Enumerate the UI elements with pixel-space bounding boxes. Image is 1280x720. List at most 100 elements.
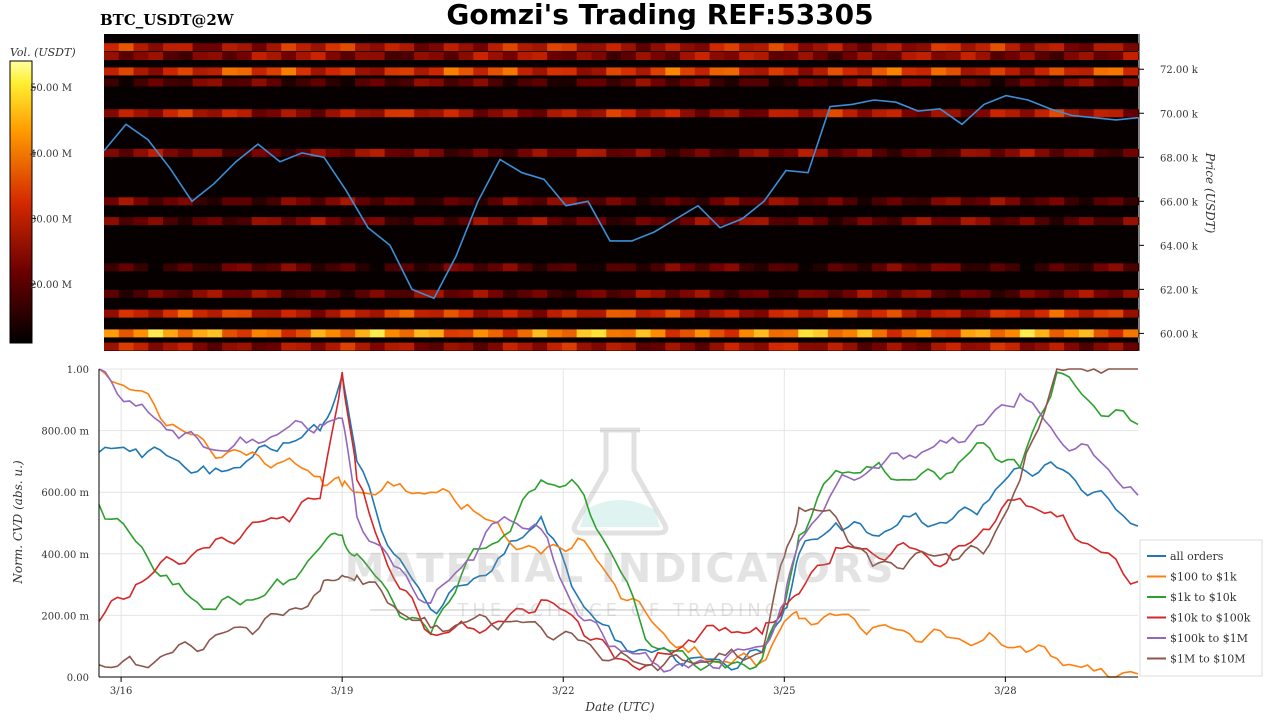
heatmap-cell — [222, 309, 238, 318]
heatmap-cell — [517, 342, 533, 351]
heatmap-cell — [1049, 52, 1065, 61]
heatmap-cell — [207, 329, 223, 338]
heatmap-cell — [222, 52, 238, 61]
heatmap-cell — [251, 342, 267, 351]
heatmap-cell — [428, 52, 445, 61]
heatmap-cell — [842, 217, 858, 226]
heatmap-cell — [945, 52, 962, 61]
heatmap-cell — [1049, 67, 1065, 76]
heatmap-cell — [502, 43, 519, 52]
heatmap-cell — [517, 309, 533, 318]
heatmap-cell — [591, 67, 607, 76]
heatmap-cell — [488, 109, 504, 118]
heatmap-cell — [606, 217, 622, 226]
heatmap-cell — [665, 148, 681, 157]
heatmap-cell — [960, 342, 977, 351]
heatmap-cell — [473, 78, 489, 87]
heatmap-cell — [281, 329, 297, 338]
heatmap-cell — [561, 289, 578, 298]
heatmap-cell — [340, 329, 356, 338]
heatmap-cell — [857, 263, 873, 272]
heatmap-cell — [724, 67, 740, 76]
heatmap-cell — [975, 67, 991, 76]
heatmap-cell — [281, 67, 297, 76]
heatmap-cell — [192, 263, 208, 272]
heatmap-cell — [650, 52, 666, 61]
heatmap-cell — [325, 342, 341, 351]
heatmap-cell — [1005, 148, 1021, 157]
heatmap-cell — [960, 197, 977, 206]
series-line — [98, 374, 1139, 671]
heatmap-cell — [1019, 109, 1036, 118]
heatmap-cell — [945, 148, 962, 157]
heatmap-cell — [1108, 289, 1124, 298]
heatmap-cell — [236, 52, 253, 61]
heatmap-cell — [650, 342, 666, 351]
heatmap-cell — [369, 67, 386, 76]
heatmap-cell — [901, 67, 917, 76]
heatmap-cell — [1108, 329, 1124, 338]
heatmap-cell — [650, 43, 666, 52]
heatmap-cell — [355, 289, 371, 298]
heatmap-cell — [827, 329, 844, 338]
heatmap-cell — [768, 342, 784, 351]
heatmap-cell — [1078, 148, 1095, 157]
heatmap-cell — [768, 309, 784, 318]
heatmap-cell — [1108, 263, 1124, 272]
heatmap-cell — [502, 329, 519, 338]
heatmap-cell — [960, 309, 977, 318]
heatmap-cell — [901, 329, 917, 338]
heatmap-cell — [384, 148, 400, 157]
heatmap-cell — [813, 197, 829, 206]
heatmap-cell — [222, 342, 238, 351]
heatmap-cell — [369, 329, 386, 338]
heatmap-cell — [1093, 109, 1109, 118]
heatmap-cell — [428, 43, 445, 52]
heatmap-cell — [635, 148, 652, 157]
heatmap-cell — [1093, 217, 1109, 226]
heatmap-cell — [251, 109, 267, 118]
heatmap-cell — [325, 43, 341, 52]
heatmap-cell — [753, 217, 770, 226]
heatmap-cell — [1049, 43, 1065, 52]
heatmap-cell — [133, 148, 149, 157]
heatmap-cell — [561, 43, 578, 52]
heatmap-cell — [163, 217, 179, 226]
heatmap-cell — [384, 78, 400, 87]
heatmap-cell — [177, 78, 194, 87]
heatmap-cell — [532, 329, 548, 338]
heatmap-cell — [148, 309, 164, 318]
heatmap-cell — [1078, 78, 1095, 87]
heatmap-cell — [399, 43, 415, 52]
heatmap-cell — [118, 67, 135, 76]
heatmap-cell — [872, 263, 888, 272]
heatmap-cell — [340, 309, 356, 318]
heatmap-cell — [960, 217, 977, 226]
heatmap-cell — [739, 67, 755, 76]
heatmap-cell — [635, 43, 652, 52]
heatmap-cell — [1005, 197, 1021, 206]
heatmap-cell — [621, 263, 637, 272]
heatmap-cell — [547, 43, 563, 52]
heatmap-cell — [1123, 148, 1139, 157]
heatmap-cell — [192, 309, 208, 318]
heatmap-cell — [502, 263, 519, 272]
heatmap-cell — [177, 148, 194, 157]
heatmap-cell — [901, 309, 917, 318]
heatmap-cell — [133, 197, 149, 206]
heatmap-cell — [458, 109, 474, 118]
heatmap-cell — [266, 197, 282, 206]
heatmap-cell — [133, 263, 149, 272]
heatmap-cell — [886, 109, 903, 118]
heatmap-cell — [310, 289, 327, 298]
heatmap-cell — [118, 109, 135, 118]
heatmap-cell — [606, 309, 622, 318]
heatmap-cell — [753, 78, 770, 87]
heatmap-cell — [561, 329, 578, 338]
legend-box — [1139, 539, 1263, 677]
heatmap-cell — [1123, 52, 1139, 61]
heatmap-cell — [458, 148, 474, 157]
heatmap-cell — [591, 289, 607, 298]
heatmap-cell — [148, 263, 164, 272]
heatmap-cell — [473, 263, 489, 272]
